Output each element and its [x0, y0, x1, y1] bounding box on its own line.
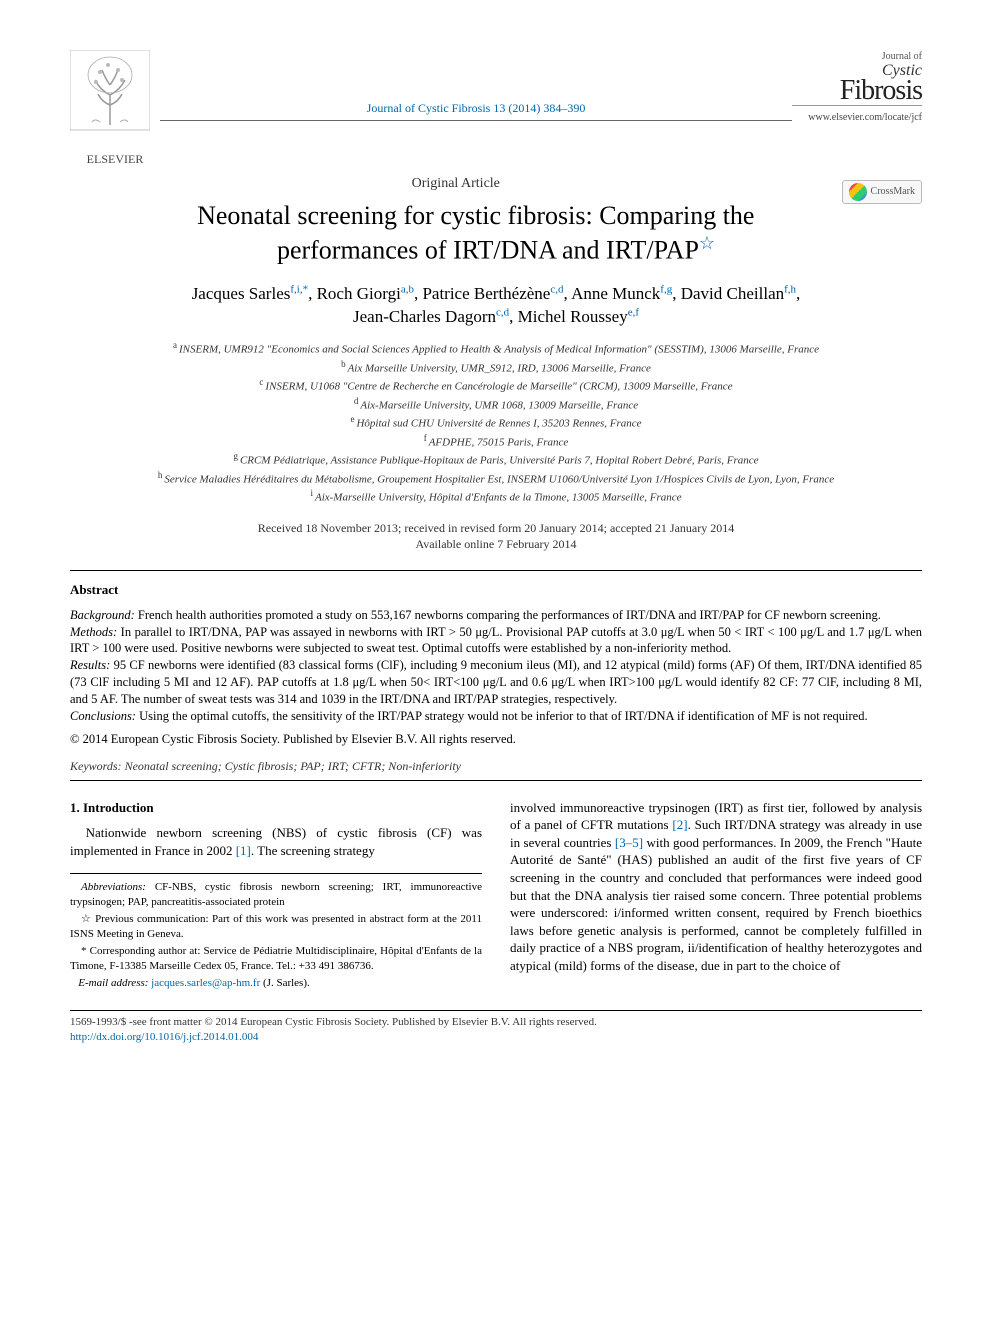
journal-logo: Journal of Cystic Fibrosis www.elsevier.…	[792, 50, 922, 127]
author-4[interactable]: Anne Munck	[571, 284, 660, 303]
author-list: Jacques Sarlesf,i,*, Roch Giorgia,b, Pat…	[70, 282, 922, 330]
affiliation-h: hService Maladies Héréditaires du Métabo…	[70, 469, 922, 488]
page-footer: 1569-1993/$ -see front matter © 2014 Eur…	[70, 1010, 922, 1045]
journal-ref-text[interactable]: Journal of Cystic Fibrosis 13 (2014) 384…	[367, 101, 586, 115]
affiliation-e: eHôpital sud CHU Université de Rennes I,…	[70, 413, 922, 432]
intro-paragraph-right: involved immunoreactive trypsinogen (IRT…	[510, 799, 922, 974]
ref-link-3-5[interactable]: [3–5]	[615, 835, 643, 850]
results-text: 95 CF newborns were identified (83 class…	[70, 658, 922, 706]
author-5-aff[interactable]: f,h	[784, 283, 796, 295]
abstract-copyright: © 2014 European Cystic Fibrosis Society.…	[70, 731, 922, 748]
email-link[interactable]: jacques.sarles@ap-hm.fr	[148, 977, 260, 989]
author-2-aff[interactable]: a,b	[401, 283, 414, 295]
elsevier-tree-icon	[70, 50, 150, 140]
abstract-heading: Abstract	[70, 581, 922, 599]
author-6-aff[interactable]: c,d	[496, 307, 509, 319]
doi-link[interactable]: http://dx.doi.org/10.1016/j.jcf.2014.01.…	[70, 1031, 258, 1043]
author-1[interactable]: Jacques Sarles	[192, 284, 291, 303]
journal-url[interactable]: www.elsevier.com/locate/jcf	[808, 112, 922, 123]
affiliation-d: dAix-Marseille University, UMR 1068, 130…	[70, 395, 922, 414]
affiliation-f: fAFDPHE, 75015 Paris, France	[70, 432, 922, 451]
affiliation-g: gCRCM Pédiatrique, Assistance Publique-H…	[70, 450, 922, 469]
ref-link-2[interactable]: [2]	[672, 817, 687, 832]
affiliation-i: iAix-Marseille University, Hôpital d'Enf…	[70, 487, 922, 506]
article-dates: Received 18 November 2013; received in r…	[70, 520, 922, 552]
abstract-top-rule	[70, 570, 922, 571]
online-date: Available online 7 February 2014	[70, 536, 922, 552]
abbreviations-footnote: Abbreviations: CF-NBS, cystic fibrosis n…	[70, 880, 482, 910]
author-3[interactable]: Patrice Berthézène	[422, 284, 550, 303]
conclusions-label: Conclusions:	[70, 709, 136, 723]
conclusions-text: Using the optimal cutoffs, the sensitivi…	[136, 709, 868, 723]
article-title: Neonatal screening for cystic fibrosis: …	[110, 200, 882, 268]
author-7-aff[interactable]: e,f	[628, 307, 639, 319]
abstract-body: Background: French health authorities pr…	[70, 607, 922, 748]
background-label: Background:	[70, 608, 135, 622]
methods-label: Methods:	[70, 625, 117, 639]
left-column: 1. Introduction Nationwide newborn scree…	[70, 799, 482, 993]
author-6[interactable]: Jean-Charles Dagorn	[353, 307, 496, 326]
right-column: involved immunoreactive trypsinogen (IRT…	[510, 799, 922, 993]
previous-communication-footnote: ☆ Previous communication: Part of this w…	[70, 912, 482, 942]
author-2[interactable]: Roch Giorgi	[317, 284, 401, 303]
keywords-text: Neonatal screening; Cystic fibrosis; PAP…	[122, 759, 461, 773]
corresponding-author-footnote: * Corresponding author at: Service de Pé…	[70, 944, 482, 974]
author-7[interactable]: Michel Roussey	[518, 307, 628, 326]
intro-heading: 1. Introduction	[70, 799, 482, 817]
journal-reference: Journal of Cystic Fibrosis 13 (2014) 384…	[160, 50, 792, 139]
keywords-label: Keywords:	[70, 759, 122, 773]
page-header: ELSEVIER Journal of Cystic Fibrosis 13 (…	[70, 50, 922, 167]
email-footnote: E-mail address: jacques.sarles@ap-hm.fr …	[70, 976, 482, 991]
affiliation-b: bAix Marseille University, UMR_S912, IRD…	[70, 358, 922, 377]
author-4-aff[interactable]: f,g	[660, 283, 672, 295]
crossmark-label: CrossMark	[871, 185, 915, 199]
abstract-bottom-rule	[70, 780, 922, 781]
affiliation-c: cINSERM, U1068 "Centre de Recherche en C…	[70, 376, 922, 395]
journal-fibrosis-word: Fibrosis	[840, 75, 922, 106]
affiliation-a: aINSERM, UMR912 "Economics and Social Sc…	[70, 339, 922, 358]
title-footnote-star[interactable]: ☆	[699, 233, 715, 253]
body-columns: 1. Introduction Nationwide newborn scree…	[70, 799, 922, 993]
methods-text: In parallel to IRT/DNA, PAP was assayed …	[70, 625, 922, 656]
author-1-aff[interactable]: f,i,*	[290, 283, 308, 295]
publisher-name: ELSEVIER	[70, 151, 160, 167]
crossmark-badge[interactable]: CrossMark	[842, 180, 922, 208]
intro-paragraph-left: Nationwide newborn screening (NBS) of cy…	[70, 824, 482, 859]
title-line-1: Neonatal screening for cystic fibrosis: …	[197, 201, 754, 230]
background-text: French health authorities promoted a stu…	[135, 608, 881, 622]
author-5[interactable]: David Cheillan	[681, 284, 784, 303]
footer-copyright: 1569-1993/$ -see front matter © 2014 Eur…	[70, 1015, 922, 1030]
received-date: Received 18 November 2013; received in r…	[70, 520, 922, 536]
article-type: Original Article	[70, 175, 922, 194]
publisher-logo: ELSEVIER	[70, 50, 160, 167]
results-label: Results:	[70, 658, 110, 672]
author-3-aff[interactable]: c,d	[550, 283, 563, 295]
keywords-line: Keywords: Neonatal screening; Cystic fib…	[70, 758, 922, 774]
ref-link-1[interactable]: [1]	[236, 843, 251, 858]
crossmark-icon	[849, 183, 867, 201]
affiliations-block: aINSERM, UMR912 "Economics and Social Sc…	[70, 339, 922, 506]
title-line-2: performances of IRT/DNA and IRT/PAP	[277, 236, 699, 265]
footnotes-block: Abbreviations: CF-NBS, cystic fibrosis n…	[70, 873, 482, 990]
